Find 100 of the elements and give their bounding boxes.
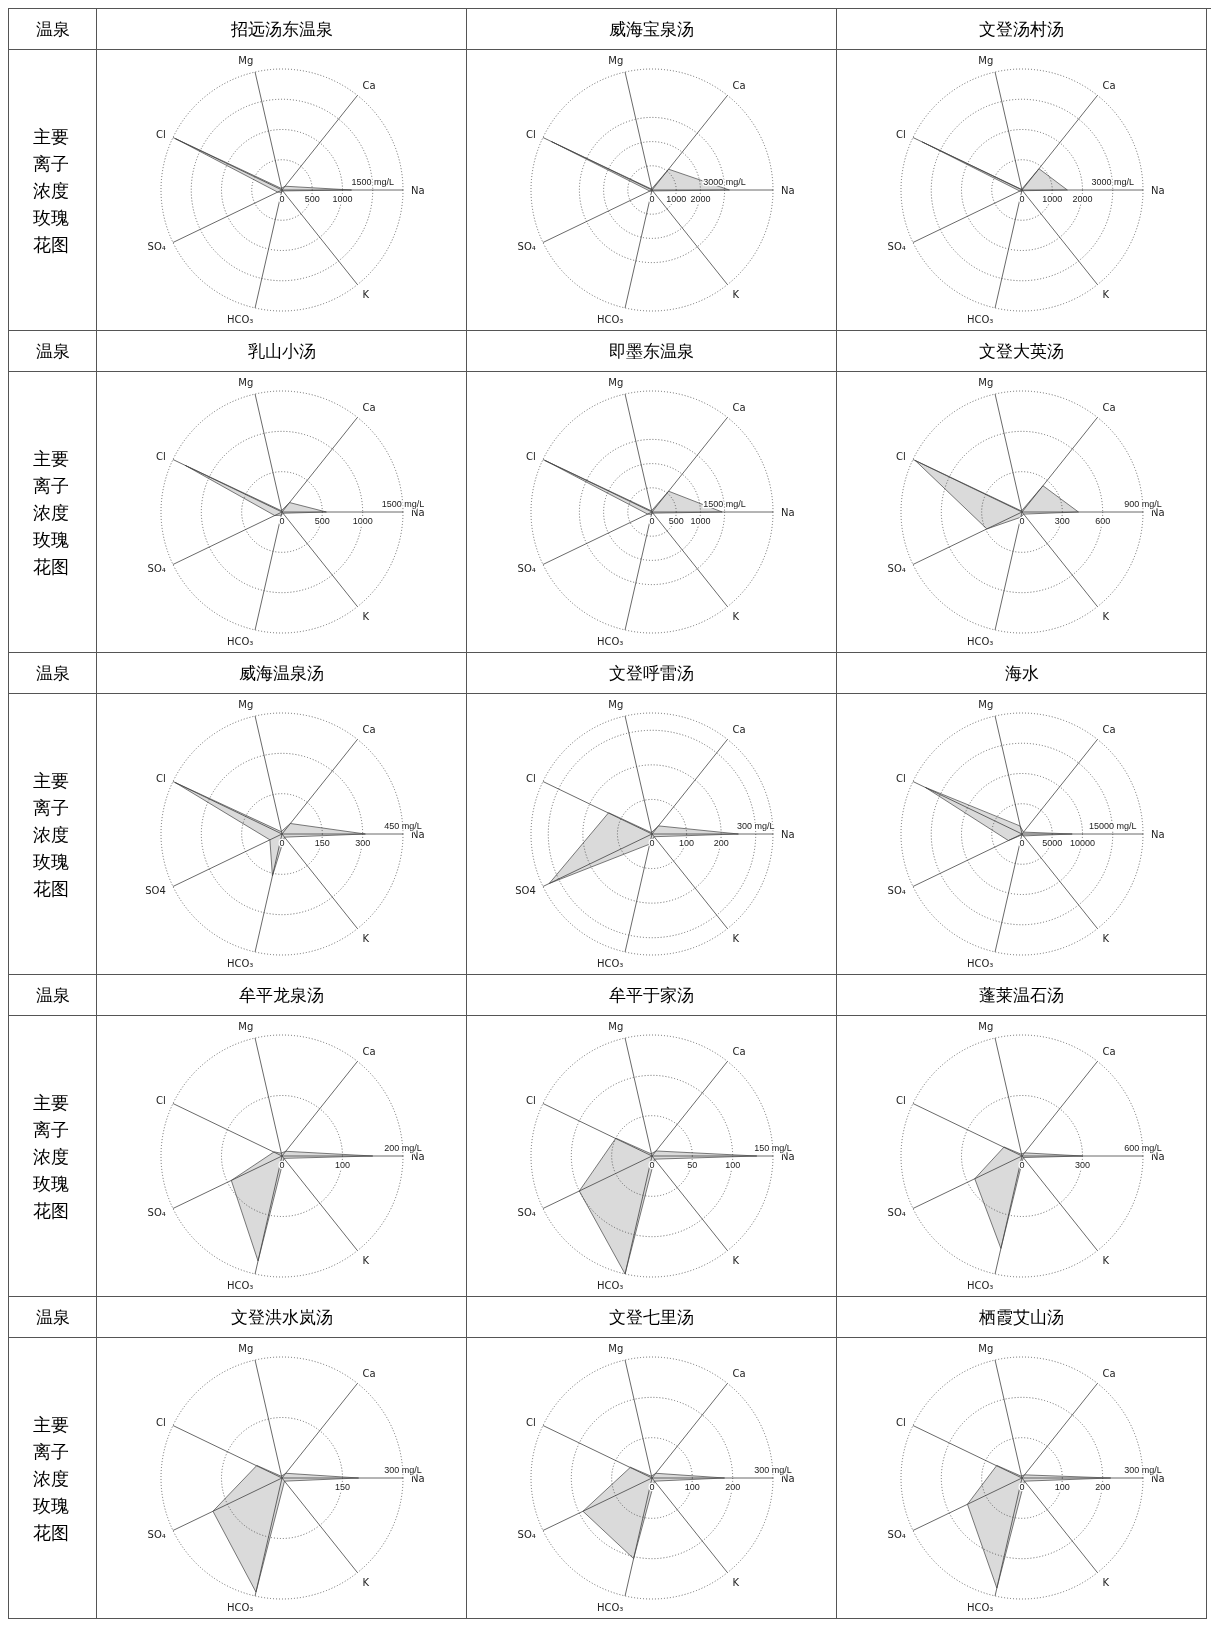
y-tick-label: 15000 mg/L — [1088, 821, 1137, 831]
chart-title: 文登大英汤 — [979, 339, 1064, 363]
spoke-label: Ca — [732, 724, 746, 736]
spoke-label: HCO₃ — [596, 1279, 624, 1291]
spoke-label: Na — [411, 184, 425, 196]
chart-title: 文登汤村汤 — [979, 17, 1064, 41]
chart-title: 海水 — [1004, 661, 1039, 685]
spoke-label: SO₄ — [147, 562, 166, 574]
spoke-label: Ca — [1102, 402, 1116, 414]
text: 温泉 — [35, 1305, 70, 1329]
spoke-label: Mg — [238, 1021, 254, 1033]
spoke-label: HCO₃ — [596, 1601, 624, 1613]
chart-title: 文登七里汤 — [609, 1305, 694, 1329]
spoke-label: K — [362, 932, 370, 944]
spoke-label: HCO₃ — [966, 635, 994, 647]
y-tick-label: 0 — [279, 1160, 285, 1170]
y-tick-label: 0 — [1019, 516, 1025, 526]
spoke-label: Mg — [238, 1343, 254, 1355]
text: 温泉 — [35, 17, 70, 41]
y-tick-label: 0 — [649, 1160, 655, 1170]
spoke-label: K — [1102, 610, 1110, 622]
chart-title: 威海温泉汤 — [239, 661, 324, 685]
y-tick-label: 50 — [687, 1160, 698, 1170]
y-tick-label: 0 — [1019, 194, 1025, 204]
spoke-label: Ca — [1102, 1368, 1116, 1380]
spoke-label: K — [1102, 288, 1110, 300]
spoke-label: Ca — [732, 1046, 746, 1058]
text: 主要离子浓度玫瑰花图 — [32, 1412, 70, 1545]
spoke-label: SO₄ — [887, 884, 906, 896]
chart-title: 牟平于家汤 — [609, 983, 694, 1007]
spoke-label: Ca — [362, 724, 376, 736]
chart-title: 蓬莱温石汤 — [979, 983, 1064, 1007]
spoke-label: SO₄ — [517, 240, 536, 252]
spoke-label: Cl — [526, 772, 536, 784]
spoke-label: HCO₃ — [226, 1279, 254, 1291]
spoke-label: SO₄ — [887, 562, 906, 574]
spoke-label: Ca — [732, 1368, 746, 1380]
spoke-label: Cl — [156, 1416, 166, 1428]
spoke-label: K — [732, 1576, 740, 1588]
spoke-label: K — [362, 610, 370, 622]
spoke-label: HCO₃ — [596, 635, 624, 647]
spoke-label: Cl — [896, 128, 906, 140]
y-tick-label: 0 — [279, 516, 285, 526]
text: 温泉 — [35, 661, 70, 685]
spoke-label: Mg — [238, 377, 254, 389]
spoke-label: SO₄ — [887, 240, 906, 252]
spoke-label: Mg — [608, 1343, 624, 1355]
y-tick-label: 300 mg/L — [736, 821, 775, 831]
chart-title: 威海宝泉汤 — [609, 17, 694, 41]
y-tick-label: 0 — [1019, 838, 1025, 848]
spoke-label: HCO₃ — [596, 957, 624, 969]
spoke-label: Ca — [362, 402, 376, 414]
spoke-label: Cl — [896, 772, 906, 784]
spoke-label: Mg — [608, 1021, 624, 1033]
spoke-label: Ca — [732, 402, 746, 414]
text: 主要离子浓度玫瑰花图 — [32, 446, 70, 579]
spoke-label: HCO₃ — [226, 957, 254, 969]
spoke-label: SO4 — [145, 884, 166, 896]
y-tick-label: 150 — [334, 1482, 351, 1492]
spoke-label: Cl — [896, 1094, 906, 1106]
spoke-label: Mg — [238, 699, 254, 711]
spoke-label: Mg — [608, 377, 624, 389]
chart-title: 文登洪水岚汤 — [230, 1305, 333, 1329]
spoke-label: Cl — [526, 450, 536, 462]
y-tick-label: 100 — [334, 1160, 351, 1170]
y-tick-label: 300 — [1074, 1160, 1091, 1170]
y-tick-label: 0 — [649, 516, 655, 526]
spoke-label: HCO₃ — [226, 313, 254, 325]
spoke-label: HCO₃ — [596, 313, 624, 325]
y-tick-label: 3000 mg/L — [703, 177, 746, 187]
spoke-label: Mg — [238, 55, 254, 67]
spoke-label: K — [732, 932, 740, 944]
spoke-label: SO₄ — [517, 562, 536, 574]
spoke-label: Ca — [732, 80, 746, 92]
spoke-label: HCO₃ — [966, 313, 994, 325]
y-tick-label: 100 — [725, 1160, 741, 1170]
spoke-label: HCO₃ — [226, 635, 254, 647]
spoke-label: Cl — [156, 450, 166, 462]
spoke-label: SO₄ — [147, 1206, 166, 1218]
spoke-label: Mg — [978, 1343, 994, 1355]
y-tick-label: 1500 mg/L — [703, 499, 746, 509]
spoke-label: Ca — [1102, 80, 1116, 92]
y-tick-label: 0 — [649, 1482, 655, 1492]
y-tick-label: 500 — [304, 194, 320, 204]
y-tick-label: 500 — [314, 516, 330, 526]
spoke-label: Mg — [978, 1021, 994, 1033]
y-tick-label: 0 — [649, 194, 655, 204]
spoke-label: Mg — [978, 377, 994, 389]
spoke-label: Cl — [526, 1416, 536, 1428]
y-tick-label: 500 — [668, 516, 684, 526]
spoke-label: Cl — [156, 1094, 166, 1106]
y-tick-label: 1000 — [690, 516, 711, 526]
spoke-label: HCO₃ — [966, 1601, 994, 1613]
spoke-label: K — [732, 610, 740, 622]
spoke-label: Na — [781, 506, 795, 518]
spoke-label: K — [362, 288, 370, 300]
text: 温泉 — [35, 339, 70, 363]
chart-title: 即墨东温泉 — [609, 339, 694, 363]
spoke-label: K — [362, 1576, 370, 1588]
spoke-label: Ca — [362, 1368, 376, 1380]
